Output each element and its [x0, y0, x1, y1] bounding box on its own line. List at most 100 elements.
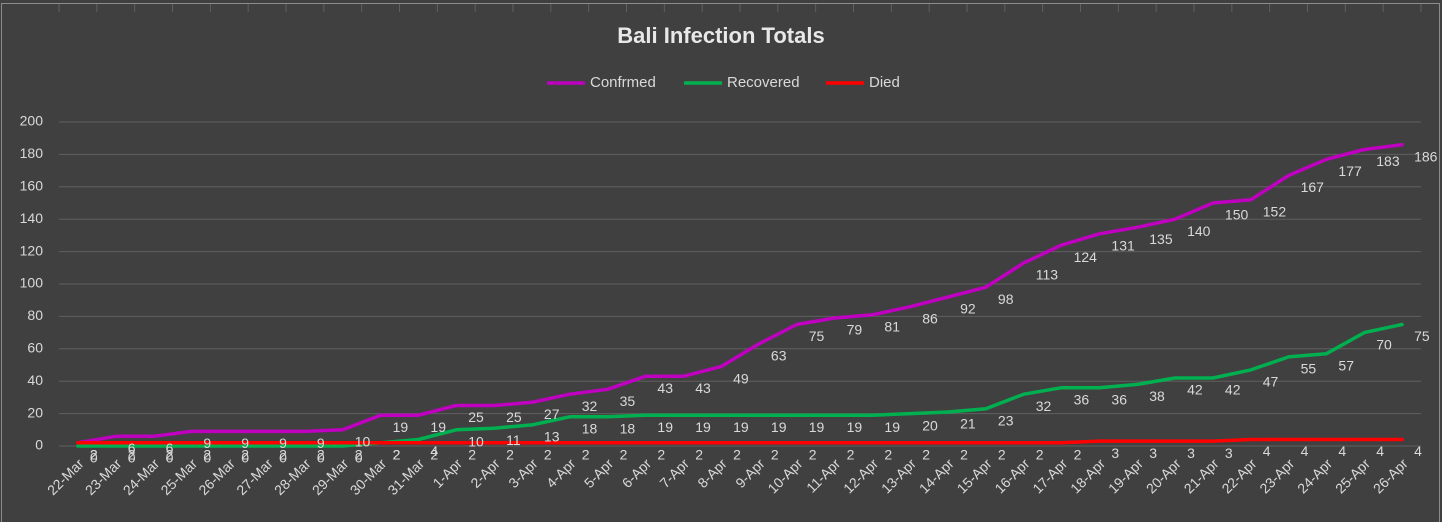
data-label: 42 [1225, 382, 1241, 398]
legend: Confrmed Recovered Died [547, 74, 900, 91]
data-label: 3 [1225, 445, 1233, 461]
data-label: 38 [1149, 388, 1165, 404]
data-label: 11 [506, 432, 521, 448]
data-label: 9 [279, 435, 287, 451]
data-label: 4 [1414, 443, 1422, 459]
data-label: 32 [1036, 398, 1052, 414]
data-label: 2 [620, 446, 628, 462]
data-label: 19 [809, 419, 825, 435]
data-label: 2 [847, 446, 855, 462]
data-label: 19 [733, 419, 749, 435]
series-line [76, 142, 1404, 445]
data-label: 2 [90, 446, 98, 462]
data-label: 20 [922, 417, 938, 433]
data-label: 2 [544, 446, 552, 462]
legend-label: Died [869, 74, 900, 91]
data-label: 10 [468, 434, 484, 450]
data-label: 2 [393, 446, 401, 462]
data-label: 36 [1111, 391, 1127, 407]
data-label: 10 [355, 434, 371, 450]
chart-title: Bali Infection Totals [617, 23, 824, 48]
data-label: 23 [998, 412, 1014, 428]
data-label: 25 [468, 409, 484, 425]
data-label: 0 [355, 450, 363, 466]
data-label: 2 [695, 446, 703, 462]
data-label: 19 [657, 419, 673, 435]
data-label: 43 [695, 380, 711, 396]
data-label: 19 [847, 419, 863, 435]
data-label: 2 [771, 446, 779, 462]
data-label: 98 [998, 291, 1014, 307]
data-label: 2 [279, 446, 287, 462]
data-label: 0 [279, 450, 287, 466]
data-label: 4 [1338, 443, 1346, 459]
data-label: 2 [1036, 446, 1044, 462]
data-label: 2 [166, 446, 174, 462]
data-label: 4 [1376, 443, 1384, 459]
data-label: 2 [1074, 446, 1082, 462]
data-label: 2 [998, 446, 1006, 462]
data-label: 3 [1111, 445, 1119, 461]
series-line [76, 322, 1404, 448]
data-label: 2 [657, 446, 665, 462]
data-label: 2 [393, 446, 401, 462]
data-label: 19 [695, 419, 711, 435]
data-label: 21 [960, 416, 976, 432]
data-label: 183 [1376, 153, 1400, 169]
data-label: 19 [430, 419, 446, 435]
data-label: 2 [809, 446, 817, 462]
data-label: 152 [1263, 203, 1287, 219]
data-label: 186 [1414, 148, 1438, 164]
data-label: 167 [1301, 179, 1325, 195]
data-label: 19 [884, 419, 900, 435]
data-label: 13 [544, 429, 560, 445]
data-label: 70 [1376, 336, 1392, 352]
data-label: 25 [506, 409, 522, 425]
y-tick-label: 40 [27, 372, 43, 388]
data-label: 2 [90, 446, 98, 462]
data-label: 2 [128, 446, 136, 462]
data-label: 2 [922, 446, 930, 462]
y-tick-label: 100 [20, 275, 44, 291]
y-tick-label: 140 [20, 210, 44, 226]
data-label: 79 [847, 322, 863, 338]
data-label: 2 [582, 446, 590, 462]
y-tick-label: 200 [20, 113, 44, 129]
data-label: 131 [1111, 237, 1135, 253]
data-label: 18 [620, 421, 636, 437]
data-label: 0 [317, 450, 325, 466]
data-label: 92 [960, 301, 976, 317]
data-label: 18 [582, 421, 598, 437]
data-label: 2 [430, 446, 438, 462]
data-label: 113 [1036, 267, 1059, 283]
data-label: 75 [1414, 328, 1430, 344]
data-label: 4 [1263, 443, 1271, 459]
data-label: 27 [544, 406, 560, 422]
data-label: 4 [430, 443, 438, 459]
data-label: 42 [1187, 382, 1203, 398]
data-label: 57 [1338, 357, 1354, 373]
data-label: 0 [90, 450, 98, 466]
data-label: 47 [1263, 374, 1279, 390]
data-label: 6 [128, 440, 136, 456]
data-label: 0 [203, 450, 211, 466]
data-label: 2 [733, 446, 741, 462]
data-label: 0 [241, 450, 249, 466]
chart-border [1, 3, 1440, 522]
data-label: 3 [1149, 445, 1157, 461]
data-label: 81 [884, 318, 900, 334]
lines [76, 142, 1404, 448]
y-tick-label: 120 [20, 242, 44, 258]
y-tick-label: 20 [27, 404, 43, 420]
data-label: 2 [960, 446, 968, 462]
y-tick-label: 80 [27, 307, 43, 323]
data-label: 2 [506, 446, 514, 462]
data-label: 2 [355, 446, 363, 462]
data-label: 177 [1338, 163, 1362, 179]
data-label: 19 [393, 419, 409, 435]
data-label: 6 [166, 440, 174, 456]
data-label: 49 [733, 370, 749, 386]
legend-label: Confrmed [590, 74, 656, 91]
data-label: 135 [1149, 231, 1173, 247]
